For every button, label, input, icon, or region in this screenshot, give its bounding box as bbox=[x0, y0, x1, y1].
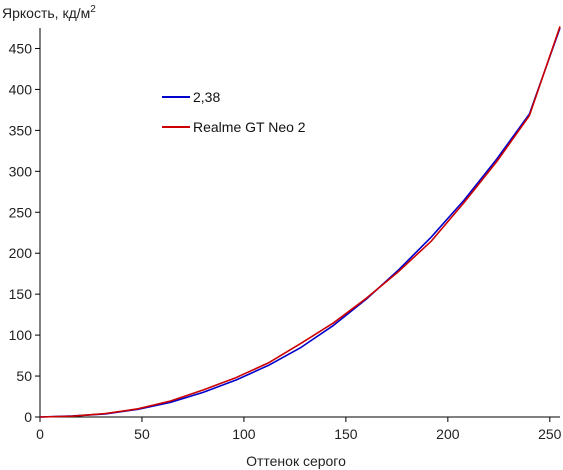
legend-label-0: 2,38 bbox=[193, 89, 220, 105]
legend: 2,38 Realme GT Neo 2 bbox=[162, 89, 306, 135]
series-line-1 bbox=[39, 26, 561, 418]
x-axis-label: Оттенок серого bbox=[246, 453, 346, 469]
y-tick-label: 50 bbox=[16, 368, 32, 384]
legend-label-1: Realme GT Neo 2 bbox=[193, 119, 306, 135]
x-tick-label: 250 bbox=[538, 426, 562, 442]
series-line-0 bbox=[39, 27, 561, 418]
y-tick-label: 250 bbox=[9, 204, 33, 220]
y-tick-label: 0 bbox=[24, 409, 32, 425]
y-tick-label: 100 bbox=[9, 327, 33, 343]
x-tick-label: 0 bbox=[36, 426, 44, 442]
x-ticks: 0 50 100 150 200 250 bbox=[36, 417, 562, 442]
x-tick-label: 50 bbox=[134, 426, 150, 442]
y-axis-label-text: Яркость, кд/м bbox=[2, 5, 90, 21]
y-tick-label: 450 bbox=[9, 40, 33, 56]
series-lines bbox=[39, 26, 561, 418]
y-tick-label: 200 bbox=[9, 245, 33, 261]
y-axis-label-superscript: 2 bbox=[90, 4, 96, 15]
axes bbox=[39, 28, 560, 418]
y-tick-label: 350 bbox=[9, 122, 33, 138]
y-ticks: 0 50 100 150 200 250 300 350 400 450 bbox=[9, 40, 40, 425]
y-tick-label: 400 bbox=[9, 81, 33, 97]
y-axis-label: Яркость, кд/м2 bbox=[2, 4, 96, 21]
y-tick-label: 150 bbox=[9, 286, 33, 302]
x-tick-label: 200 bbox=[436, 426, 460, 442]
x-tick-label: 100 bbox=[232, 426, 256, 442]
y-tick-label: 300 bbox=[9, 163, 33, 179]
x-tick-label: 150 bbox=[334, 426, 358, 442]
